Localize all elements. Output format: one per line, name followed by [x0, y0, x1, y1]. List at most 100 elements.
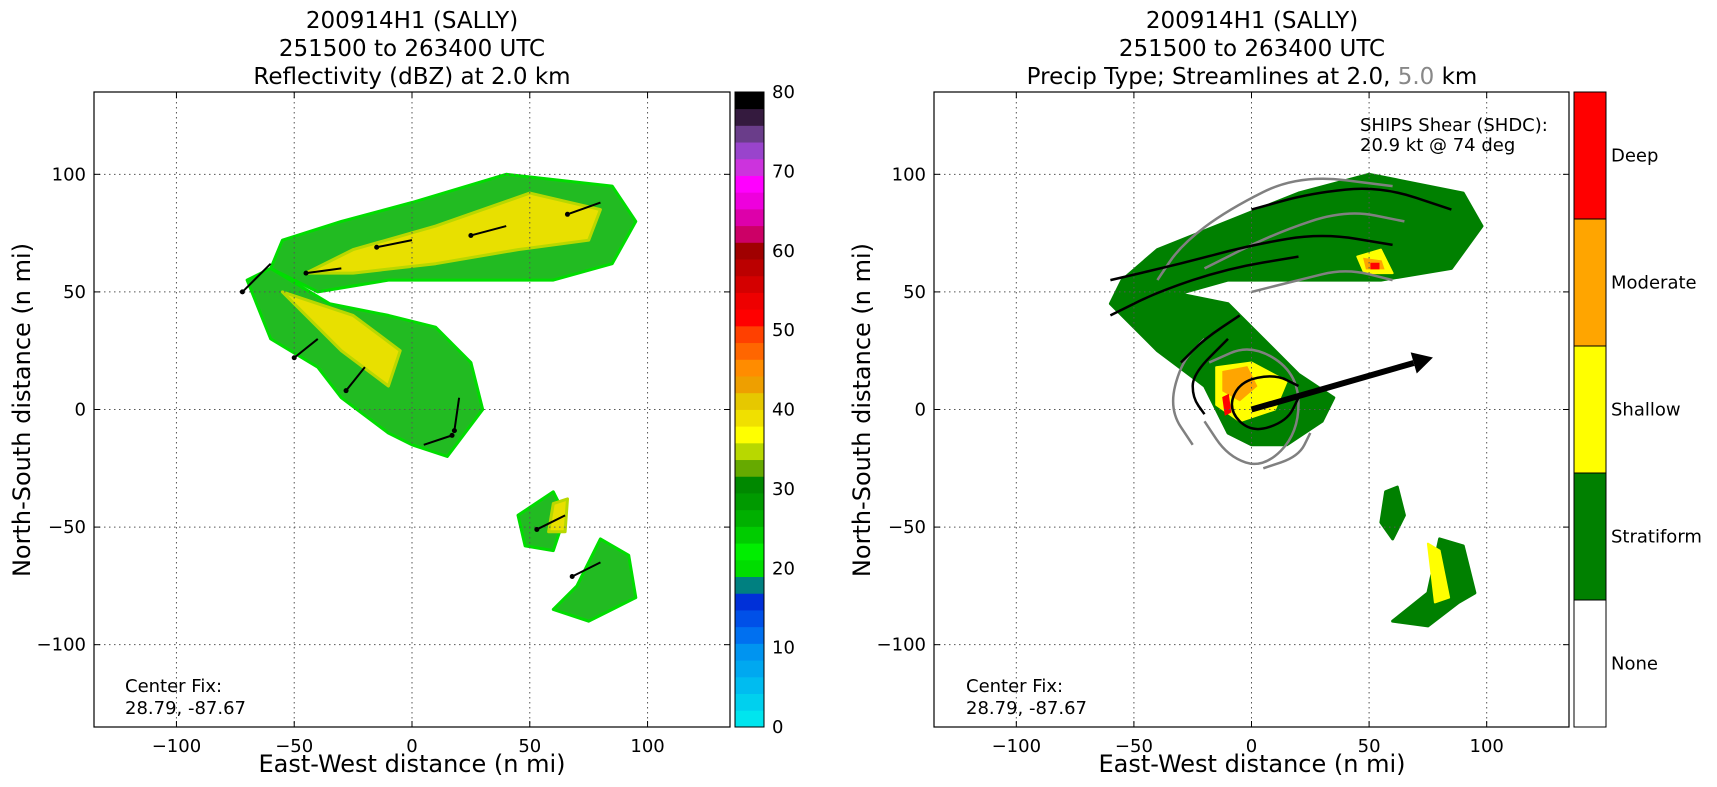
colorbar-tick-label: 80	[772, 82, 795, 103]
y-tick-label: −50	[48, 517, 86, 538]
grid-lines	[94, 92, 730, 727]
wind-barb	[536, 514, 566, 531]
x-tick-label: −100	[992, 736, 1041, 757]
colorbar-segment	[735, 259, 764, 277]
wind-barb	[423, 434, 453, 446]
colorbar-label-shallow: Shallow	[1611, 400, 1681, 421]
title-3c: km	[1442, 64, 1478, 90]
colorbar-segment	[735, 242, 764, 260]
colorbar-segment	[735, 559, 764, 577]
streamlines	[1109, 177, 1452, 470]
panel-reflectivity: 200914H1 (SALLY) 251500 to 263400 UTC Re…	[8, 8, 795, 778]
colorbar-segment	[735, 693, 764, 711]
colorbar-segment-moderate	[1573, 218, 1607, 347]
colorbar-segment	[735, 509, 764, 527]
shallow-region-south-cell-core	[1426, 542, 1451, 604]
y-axis-label: North-South distance (n mi)	[8, 243, 36, 577]
colorbar-segment	[735, 676, 764, 694]
wind-barb	[345, 366, 366, 392]
wind-barb	[470, 225, 507, 237]
colorbar-frame	[734, 91, 765, 728]
stratiform-region-north-band	[1120, 172, 1484, 299]
colorbar-segment	[735, 292, 764, 310]
wind-barb-head	[343, 388, 349, 394]
colorbar-segment	[735, 710, 764, 728]
colorbar-segment	[735, 309, 764, 327]
streamline-5km	[1203, 348, 1300, 466]
x-axis-label: East-West distance (n mi)	[258, 750, 565, 778]
y-tick-label: 0	[75, 400, 86, 421]
wind-barb-head	[303, 270, 309, 276]
axis-ticks: −100 −50 0 50 100 −100 −50 0 50 100	[37, 92, 730, 757]
title-3a: Precip Type; Streamlines at 2.0,	[1027, 64, 1391, 90]
streamline-5km	[1203, 212, 1405, 270]
center-fix-label: Center Fix:	[125, 676, 222, 697]
wind-barb-head	[569, 573, 575, 579]
colorbar-tick-label: 0	[772, 717, 783, 738]
wind-barb-head	[564, 211, 570, 217]
wind-barb-head	[468, 232, 474, 238]
wind-barb	[453, 397, 461, 431]
colorbar-segment	[735, 610, 764, 628]
colorbar-segment	[735, 275, 764, 293]
wind-barb-head	[291, 355, 297, 361]
streamline-2km	[1230, 375, 1300, 431]
colorbar-segment	[735, 158, 764, 176]
wind-barb-head	[534, 526, 540, 532]
colorbar-segment	[735, 175, 764, 193]
wind-barb-head	[449, 432, 455, 438]
streamline-2km	[1180, 314, 1241, 364]
axis-ticks: −100 −50 0 50 100 −100 −50 0 50 100	[877, 92, 1569, 757]
colorbar-segment	[735, 225, 764, 243]
shear-text-2: 20.9 kt @ 74 deg	[1360, 135, 1515, 156]
colorbar-segment-none	[1573, 599, 1607, 728]
colorbar-segment	[735, 108, 764, 126]
y-tick-label: −100	[37, 635, 86, 656]
colorbar-tick-label: 60	[772, 241, 795, 262]
moderate-region-eyewall-rim	[1222, 366, 1258, 402]
colorbar-label-deep: Deep	[1611, 146, 1658, 167]
colorbar-tick-label: 40	[772, 400, 795, 421]
title-line-3: Precip Type; Streamlines at 2.0, 5.0 km	[1027, 64, 1478, 90]
colorbar-segment	[735, 208, 764, 227]
colorbar-segment	[735, 426, 764, 444]
colorbar-segment	[735, 92, 764, 110]
y-tick-label: 50	[63, 282, 86, 303]
colorbar-segment	[735, 142, 764, 160]
streamline-5km	[1251, 270, 1393, 294]
title-line-3: Reflectivity (dBZ) at 2.0 km	[253, 64, 570, 90]
shear-arrow-shaft	[1250, 360, 1415, 413]
colorbar-segment	[735, 493, 764, 511]
streamline-5km	[1156, 177, 1393, 281]
colorbar-segment	[735, 376, 764, 394]
colorbar-segment	[735, 660, 764, 678]
title-line-1: 200914H1 (SALLY)	[1146, 8, 1358, 34]
colorbar-segment	[735, 459, 764, 477]
wind-arrows	[239, 201, 601, 579]
center-fix-coords: 28.79, -87.67	[966, 698, 1087, 719]
streamline-2km	[1191, 338, 1229, 415]
wind-barb-head	[451, 428, 457, 434]
y-axis-label: North-South distance (n mi)	[848, 243, 876, 577]
y-tick-label: 100	[892, 164, 926, 185]
x-tick-label: 50	[1358, 736, 1381, 757]
colorbar-segment	[735, 543, 764, 561]
center-fix-label: Center Fix:	[966, 676, 1063, 697]
colorbar-segment-deep	[1573, 91, 1607, 220]
stratiform-region-south-cell-a	[1379, 485, 1406, 541]
colorbar-tick-label: 30	[772, 479, 795, 500]
shear-vector-arrow	[1250, 352, 1433, 413]
title-line-1: 200914H1 (SALLY)	[306, 8, 518, 34]
colorbar-label-moderate: Moderate	[1611, 273, 1697, 294]
reflectivity-plot-data	[245, 172, 638, 623]
streamline-2km	[1109, 255, 1299, 317]
colorbar-segment	[735, 476, 764, 494]
stratiform-region-west-arm	[1108, 278, 1336, 447]
colorbar-segment	[735, 626, 764, 644]
colorbar-segment	[735, 526, 764, 544]
wind-barb-head	[239, 289, 245, 295]
colorbar-tick-label: 10	[772, 638, 795, 659]
wind-barb	[293, 338, 319, 359]
colorbar-segment	[735, 392, 764, 410]
